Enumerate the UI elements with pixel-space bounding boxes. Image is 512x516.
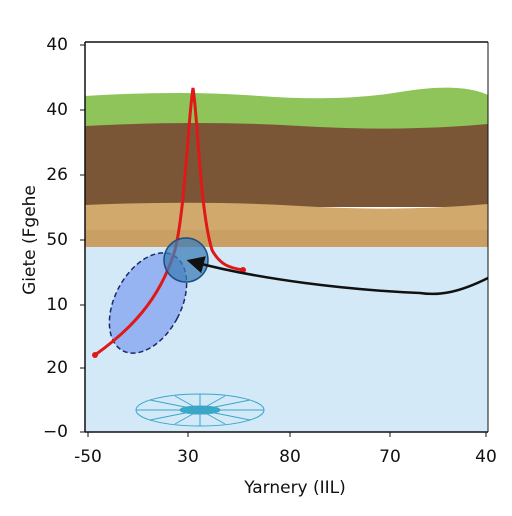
x-tick-label: 70 (379, 447, 401, 467)
y-tick-label: 40 (46, 100, 68, 120)
y-tick-label: 50 (46, 230, 68, 250)
y-tick-label: 40 (46, 35, 68, 55)
x-tick-label: 80 (279, 447, 301, 467)
y-tick-label: 20 (46, 358, 68, 378)
y-axis-label: Giete (Fgehe (20, 185, 40, 295)
y-tick-label: 10 (46, 295, 68, 315)
x-tick-label: 40 (475, 447, 497, 467)
flow-arrow (186, 256, 489, 296)
x-tick-label: -50 (74, 447, 102, 467)
sand-band (85, 230, 488, 247)
soil-layer (85, 123, 488, 207)
well-circle (163, 237, 209, 283)
red-curve (94, 87, 244, 357)
red-end (240, 267, 246, 273)
x-tick-label: 30 (177, 447, 199, 467)
red-end (92, 352, 98, 358)
y-tick-label: 26 (46, 165, 68, 185)
grass-layer (85, 87, 488, 130)
y-tick-label: −0 (43, 422, 68, 442)
fan-icon (135, 393, 265, 427)
x-axis-label: Yarnery (IIL) (243, 478, 346, 498)
